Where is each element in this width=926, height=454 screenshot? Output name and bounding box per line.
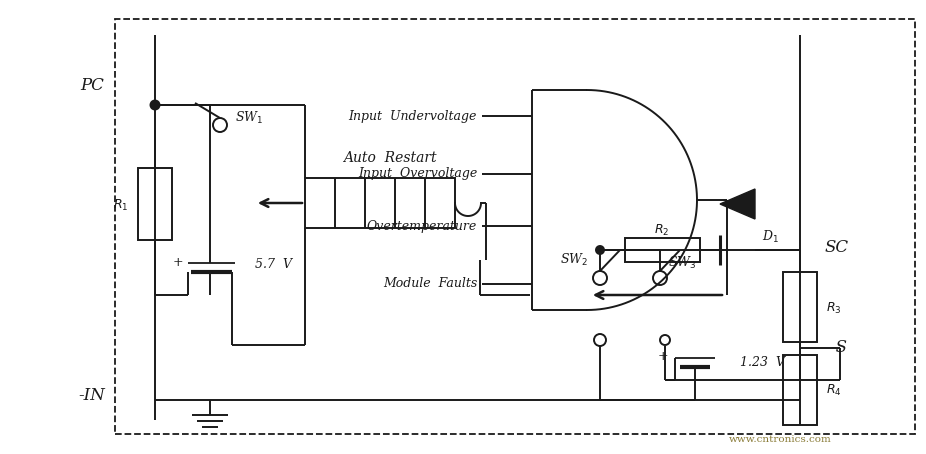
Circle shape <box>594 334 606 346</box>
Circle shape <box>660 335 670 345</box>
Text: $R_2$: $R_2$ <box>655 222 669 237</box>
Text: -S: -S <box>830 340 847 356</box>
Text: 1.23  V: 1.23 V <box>740 356 785 370</box>
Text: SW$_1$: SW$_1$ <box>235 110 263 126</box>
Text: +: + <box>657 350 669 362</box>
Bar <box>138 168 172 240</box>
Text: Input  Undervoltage: Input Undervoltage <box>348 110 477 123</box>
Text: Module  Faults: Module Faults <box>382 277 477 290</box>
Text: D$_1$: D$_1$ <box>762 229 779 245</box>
Bar <box>783 355 817 425</box>
Text: $R_4$: $R_4$ <box>826 382 842 398</box>
Bar <box>115 19 915 434</box>
Text: Overtemperature: Overtemperature <box>367 220 477 233</box>
Polygon shape <box>720 189 755 219</box>
Text: SW$_3$: SW$_3$ <box>668 255 696 271</box>
Text: $R_1$: $R_1$ <box>113 197 128 212</box>
Bar <box>625 238 700 262</box>
Bar <box>305 178 455 228</box>
Text: $R_3$: $R_3$ <box>826 301 842 316</box>
Text: Auto  Restart: Auto Restart <box>344 151 437 165</box>
Text: PC: PC <box>80 77 104 94</box>
Circle shape <box>653 271 667 285</box>
Circle shape <box>151 100 159 109</box>
Circle shape <box>596 246 604 254</box>
Bar <box>783 272 817 342</box>
Circle shape <box>593 271 607 285</box>
Text: Input  Overvoltage: Input Overvoltage <box>357 167 477 180</box>
Circle shape <box>213 118 227 132</box>
Text: SW$_2$: SW$_2$ <box>560 252 588 268</box>
Text: +: + <box>172 256 183 268</box>
Text: SC: SC <box>825 240 849 257</box>
Text: www.cntronics.com: www.cntronics.com <box>729 435 832 444</box>
Text: -IN: -IN <box>78 386 105 404</box>
Text: 5.7  V: 5.7 V <box>255 258 292 271</box>
